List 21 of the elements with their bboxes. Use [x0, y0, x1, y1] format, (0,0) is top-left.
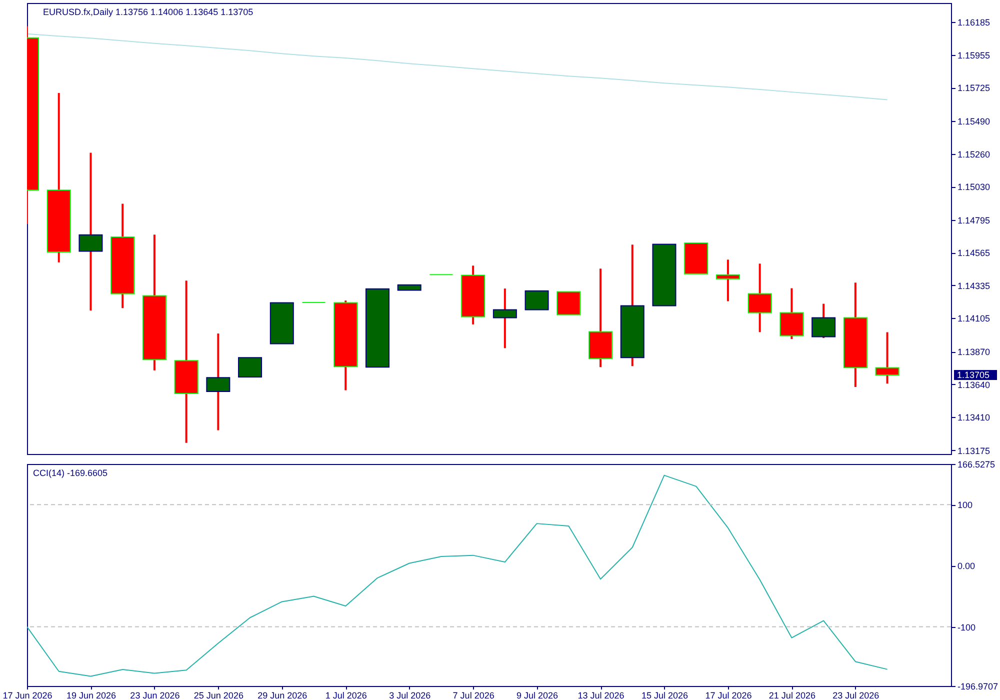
x-tick-label: 25 Jun 2026 [194, 690, 244, 700]
x-tick-label: 21 Jul 2026 [768, 690, 816, 700]
y-tick-label: 1.13175 [958, 446, 990, 456]
y-tick-label: 100 [958, 500, 973, 510]
chart-title: CCI(14) -169.6605 [33, 468, 108, 478]
x-tick-label: 17 Jul 2026 [705, 690, 752, 700]
x-tick-label: 23 Jun 2026 [130, 690, 180, 700]
y-tick-label: -196.9707 [958, 682, 998, 692]
x-tick-label: 3 Jul 2026 [389, 690, 431, 700]
x-tick-label: 29 Jun 2026 [258, 690, 308, 700]
x-tick-label: 7 Jul 2026 [452, 690, 494, 700]
x-tick-label: 15 Jul 2026 [641, 690, 688, 700]
y-tick-label: -100 [958, 622, 976, 632]
y-tick-label: 0.00 [958, 561, 976, 572]
x-tick-label: 17 Jun 2026 [2, 690, 52, 700]
x-tick-label: 19 Jun 2026 [66, 690, 116, 700]
x-tick-label: 1 Jul 2026 [325, 690, 367, 700]
x-tick-label: 13 Jul 2026 [578, 690, 624, 700]
x-tick-label: 23 Jul 2026 [832, 690, 880, 700]
y-tick-label: 166.5275 [958, 460, 996, 470]
x-tick-label: 9 Jul 2026 [516, 690, 558, 700]
